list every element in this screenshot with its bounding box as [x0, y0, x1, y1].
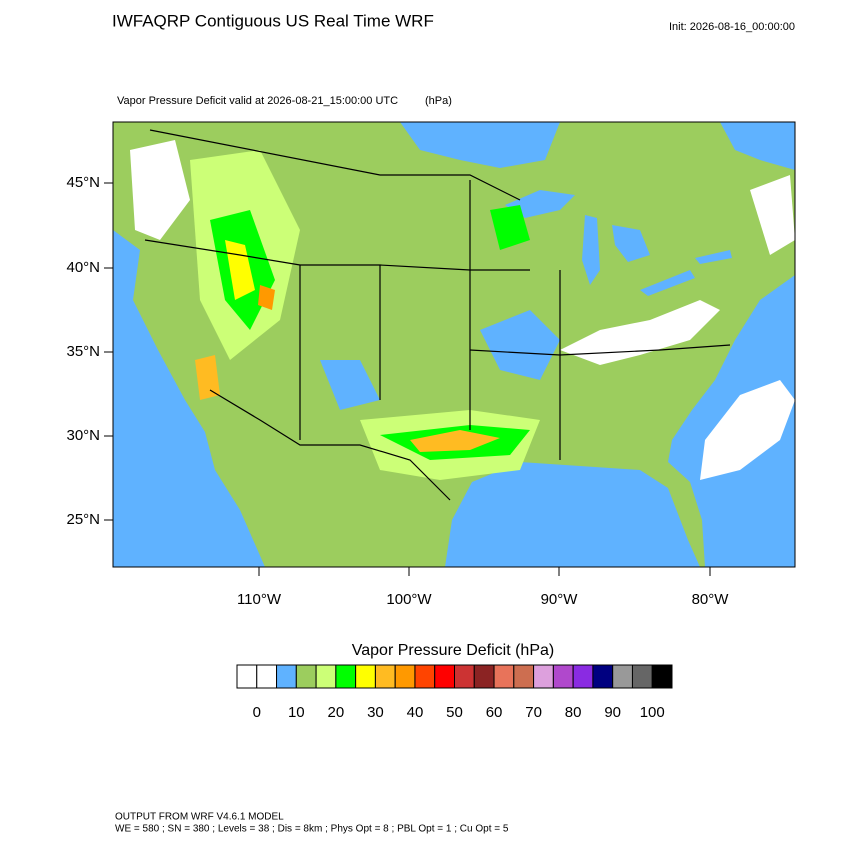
lat-label: 25°N: [66, 511, 100, 528]
humid-patch: [480, 310, 560, 380]
lake-erie: [640, 270, 695, 296]
vpd-35: [410, 430, 500, 452]
colorbar-box: [493, 664, 515, 689]
lake-ontario: [695, 250, 732, 264]
lon-label: 90°W: [541, 591, 579, 608]
map-field: [113, 122, 795, 567]
hudson: [720, 122, 795, 170]
vpd-40: [258, 285, 275, 310]
lon-label: 80°W: [692, 591, 730, 608]
lat-label: 30°N: [66, 427, 100, 444]
colorbar: 0 10 20 30 40 50 60 70 80 90 100: [236, 664, 673, 721]
colorbar-box: [394, 664, 416, 689]
colorbar-box: [612, 664, 633, 689]
colorbar-label: 10: [288, 704, 305, 721]
atlantic-dry: [700, 380, 795, 480]
dry-patch: [750, 175, 795, 255]
lake-michigan: [582, 215, 600, 285]
lon-label: 100°W: [386, 591, 432, 608]
dry-patch: [560, 300, 720, 365]
colorbar-label: 90: [604, 704, 621, 721]
colorbar-box: [315, 664, 337, 689]
lat-label: 40°N: [66, 259, 100, 276]
vpd-35: [195, 355, 220, 400]
colorbar-label: 20: [328, 704, 345, 721]
colorbar-box: [631, 664, 653, 689]
footer-line: WE = 580 ; SN = 380 ; Levels = 38 ; Dis …: [115, 824, 509, 835]
footer-line: OUTPUT FROM WRF V4.6.1 MODEL: [115, 812, 284, 823]
colorbar-box: [592, 664, 614, 689]
gulf-of-mexico: [445, 462, 700, 567]
colorbar-box: [572, 664, 594, 689]
colorbar-box: [651, 664, 673, 689]
colorbar-label: 70: [525, 704, 542, 721]
colorbar-label: 30: [367, 704, 384, 721]
colorbar-box: [473, 664, 495, 689]
colorbar-box: [414, 664, 436, 689]
colorbar-box: [374, 664, 396, 689]
colorbar-label: 100: [640, 704, 665, 721]
colorbar-box: [454, 664, 475, 689]
colorbar-label: 50: [446, 704, 463, 721]
title: IWFAQRP Contiguous US Real Time WRF: [112, 11, 434, 30]
vpd-30: [225, 240, 255, 300]
colorbar-label: 0: [253, 704, 261, 721]
colorbar-box: [513, 664, 535, 689]
lon-label: 110°W: [237, 591, 282, 608]
colorbar-box: [276, 664, 297, 689]
colorbar-label: 40: [407, 704, 424, 721]
lat-label: 45°N: [66, 174, 100, 191]
lake-superior: [505, 190, 575, 218]
vpd-25: [490, 205, 530, 250]
borders: [144, 129, 731, 501]
colorbar-box: [236, 664, 258, 689]
canada-water: [400, 122, 560, 168]
lat-label: 35°N: [66, 343, 100, 360]
humid-patch: [320, 360, 380, 410]
pacific: [113, 230, 265, 567]
colorbar-box: [355, 664, 376, 689]
colorbar-box: [552, 664, 574, 689]
dry-patch: [130, 140, 190, 240]
colorbar-box: [256, 664, 278, 689]
colorbar-box: [295, 664, 317, 689]
colorbar-label: 80: [565, 704, 582, 721]
init-time: Init: 2026-08-16_00:00:00: [669, 21, 795, 33]
lake-huron: [612, 225, 650, 262]
colorbar-label: 60: [486, 704, 503, 721]
colorbar-title: Vapor Pressure Deficit (hPa): [352, 642, 554, 659]
map-units: (hPa): [425, 95, 452, 107]
map-frame: [112, 121, 796, 568]
colorbar-box: [434, 664, 455, 689]
colorbar-box: [533, 664, 554, 689]
map-subtitle: Vapor Pressure Deficit valid at 2026-08-…: [117, 95, 398, 107]
map-axes: 45°N 40°N 35°N 30°N 25°N 110°W 100°W 90°W 80°W: [66, 174, 729, 608]
colorbar-box: [335, 664, 357, 689]
